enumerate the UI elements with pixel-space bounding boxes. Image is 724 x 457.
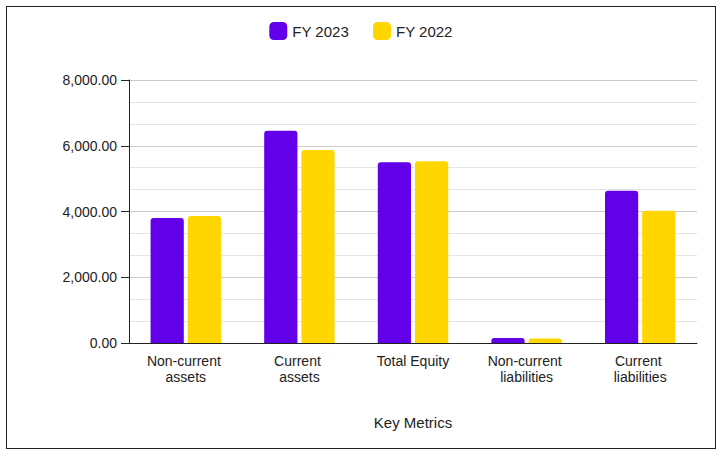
svg-text:Current: Current bbox=[274, 353, 325, 369]
svg-text:6,000.00: 6,000.00 bbox=[63, 138, 118, 154]
svg-text:Total Equity: Total Equity bbox=[377, 353, 449, 369]
svg-text:4,000.00: 4,000.00 bbox=[63, 204, 118, 220]
svg-text:2,000.00: 2,000.00 bbox=[63, 269, 118, 285]
svg-text:Current: Current bbox=[615, 353, 666, 369]
svg-text:assets: assets bbox=[279, 369, 319, 385]
svg-text:liabilities: liabilities bbox=[500, 369, 553, 385]
svg-text:FY 2023: FY 2023 bbox=[292, 23, 348, 40]
svg-text:assets: assets bbox=[166, 369, 206, 385]
svg-text:Non-current: Non-current bbox=[147, 353, 225, 369]
svg-text:0.00: 0.00 bbox=[90, 335, 117, 351]
svg-text:Key Metrics: Key Metrics bbox=[374, 414, 452, 431]
svg-text:FY 2022: FY 2022 bbox=[396, 23, 452, 40]
svg-text:8,000.00: 8,000.00 bbox=[63, 72, 118, 88]
svg-text:Non-current: Non-current bbox=[488, 353, 566, 369]
svg-text:liabilities: liabilities bbox=[614, 369, 667, 385]
